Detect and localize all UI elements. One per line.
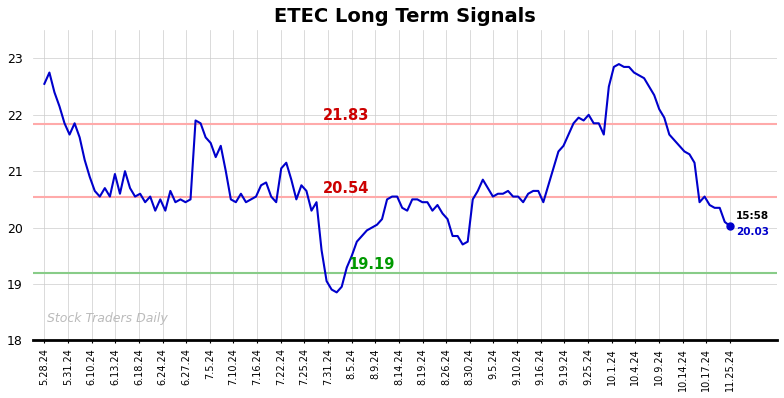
Text: 20.54: 20.54 [323,181,369,196]
Text: 21.83: 21.83 [323,109,369,123]
Text: 19.19: 19.19 [349,257,395,272]
Title: ETEC Long Term Signals: ETEC Long Term Signals [274,7,535,26]
Text: Stock Traders Daily: Stock Traders Daily [47,312,169,325]
Text: 20.03: 20.03 [735,227,768,238]
Text: 15:58: 15:58 [735,211,769,220]
